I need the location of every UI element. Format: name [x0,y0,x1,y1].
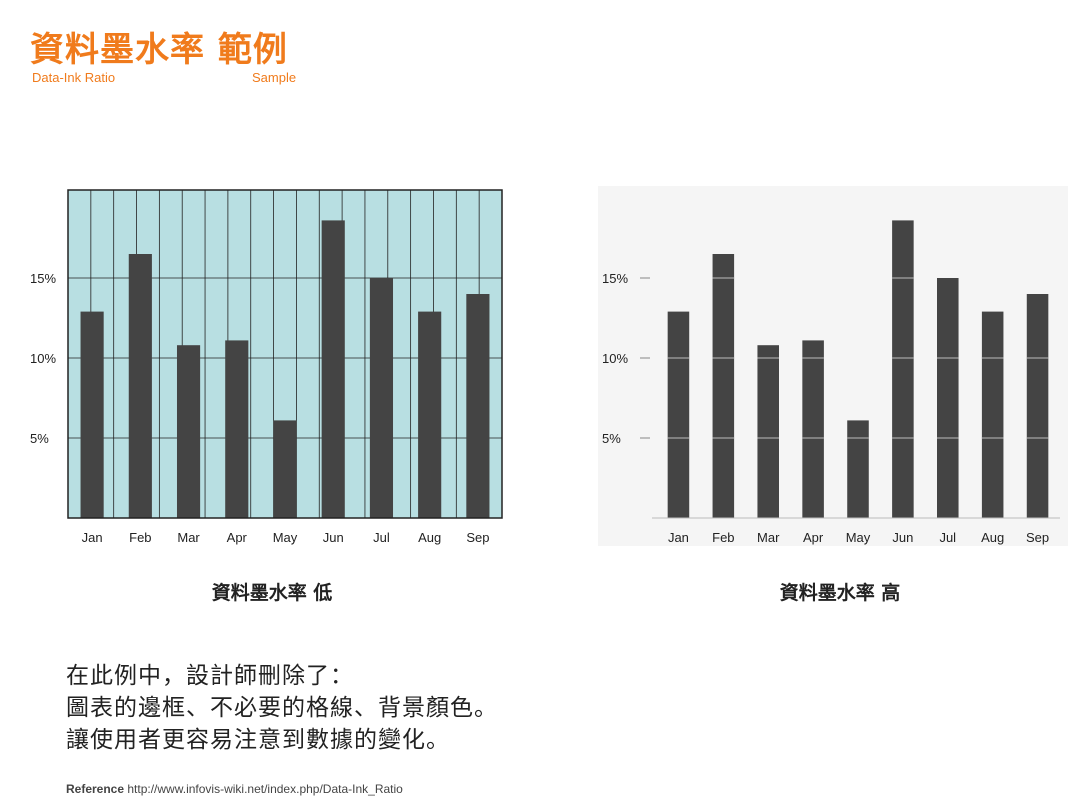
x-tick-label-aug: Aug [418,530,441,545]
bar-sep [1026,294,1049,518]
x-tick-label-sep: Sep [466,530,489,545]
y-tick-label: 15% [30,271,56,286]
bar-jun [892,220,914,518]
bar-jun [321,220,345,518]
y-tick-label: 15% [602,271,628,286]
chart-high-svg: Jan Feb Mar Apr May Jun Jul Aug Sep 5% 10% 15% [598,186,1068,546]
bar-apr [802,340,824,518]
x-tick-label-feb: Feb [129,530,151,545]
x-tick-label-may: May [273,530,298,545]
x-tick-label-jun: Jun [892,530,913,545]
title-block: 資料墨水率 範例 Data-Ink Ratio Sample [30,30,296,86]
y-tick-label: 5% [602,431,621,446]
subtitle-sample: Sample [252,70,297,85]
description-line-2: 圖表的邊框、不必要的格線、背景顏色。 [66,695,498,721]
reference-label: Reference [66,782,125,796]
chart-border [67,189,503,519]
bar-may [273,420,297,518]
x-tick-label-jan: Jan [82,530,103,545]
reference-url: http://www.infovis-wiki.net/index.php/Da… [127,782,403,796]
x-tick-label-jul: Jul [373,530,390,545]
bar-apr [225,340,249,518]
x-tick-label-jul: Jul [939,530,956,545]
bar-feb [712,254,735,518]
x-tick-label-jun: Jun [323,530,344,545]
page-subtitle: Data-Ink Ratio Sample [30,70,296,86]
bar-jul [369,278,394,518]
x-tick-label-apr: Apr [803,530,824,545]
y-tick-label: 5% [30,431,49,446]
bar-jan [667,311,690,518]
chart-low-svg: Jan Feb Mar Apr May Jun Jul Aug Sep 5% 10% 15% [30,189,503,545]
caption-low: 資料墨水率 低 [211,582,333,604]
y-tick-label: 10% [30,351,56,366]
chart-high-data-ink: Jan Feb Mar Apr May Jun Jul Aug Sep 5% 10% 15% [598,186,1068,546]
bar-aug [418,311,442,518]
caption-high: 資料墨水率 高 [779,582,901,604]
bar-mar [757,345,779,518]
x-tick-label-mar: Mar [177,530,200,545]
bar-aug [981,311,1004,518]
y-tick-label: 10% [602,351,628,366]
reference: Reference http://www.infovis-wiki.net/in… [66,782,403,796]
x-tick-label-mar: Mar [757,530,780,545]
bar-feb [128,254,152,518]
x-tick-label-apr: Apr [227,530,248,545]
bar-jul [937,278,959,518]
subtitle-data-ink-ratio: Data-Ink Ratio [32,70,116,85]
bar-may [847,420,869,518]
page-title: 資料墨水率 範例 [30,30,288,70]
bar-mar [176,345,201,518]
description-line-1: 在此例中，設計師刪除了： [66,663,354,689]
x-tick-label-sep: Sep [1026,530,1049,545]
x-tick-label-aug: Aug [981,530,1004,545]
x-tick-label-feb: Feb [712,530,734,545]
bar-sep [466,294,490,518]
chart-low-data-ink: Jan Feb Mar Apr May Jun Jul Aug Sep 5% 10% 15% [28,186,508,546]
bar-jan [80,311,104,518]
x-tick-label-may: May [846,530,871,545]
description: 在此例中，設計師刪除了： 圖表的邊框、不必要的格線、背景顏色。 讓使用者更容易注… [66,660,498,756]
description-line-3: 讓使用者更容易注意到數據的變化。 [66,727,450,753]
x-tick-label-jan: Jan [668,530,689,545]
